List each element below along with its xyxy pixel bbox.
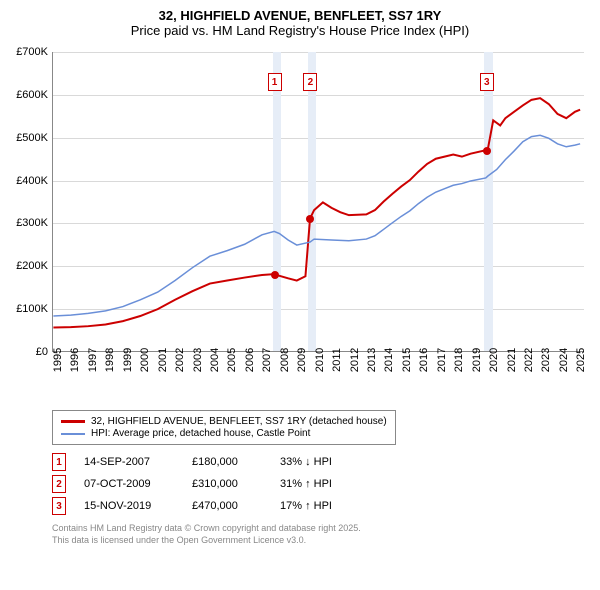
xtick-label: 2017 [436, 348, 448, 372]
sale-delta: 17% ↑ HPI [280, 500, 370, 512]
xtick-label: 2002 [174, 348, 186, 372]
ytick-label: £500K [8, 132, 48, 144]
ytick-label: £0 [8, 346, 48, 358]
sale-price: £470,000 [192, 500, 262, 512]
xtick-label: 2024 [558, 348, 570, 372]
xtick-label: 2025 [575, 348, 587, 372]
footer-line: Contains HM Land Registry data © Crown c… [52, 523, 592, 535]
chart-area: £0 £100K £200K £300K £400K £500K £600K £700K 1 2… [8, 46, 592, 406]
ytick-label: £200K [8, 260, 48, 272]
ytick-label: £100K [8, 303, 48, 315]
xtick-label: 2018 [453, 348, 465, 372]
line-series-svg [53, 52, 584, 351]
ytick-label: £300K [8, 217, 48, 229]
xtick-label: 2010 [314, 348, 326, 372]
footer-line: This data is licensed under the Open Gov… [52, 535, 592, 547]
sale-price: £180,000 [192, 456, 262, 468]
xtick-label: 2004 [209, 348, 221, 372]
sale-delta: 31% ↑ HPI [280, 478, 370, 490]
sale-date: 14-SEP-2007 [84, 456, 174, 468]
legend-label: HPI: Average price, detached house, Cast… [91, 428, 310, 439]
xtick-label: 2020 [488, 348, 500, 372]
plot-area: 1 2 3 [52, 52, 584, 352]
legend: 32, HIGHFIELD AVENUE, BENFLEET, SS7 1RY … [52, 410, 396, 445]
xtick-label: 1997 [87, 348, 99, 372]
sale-price: £310,000 [192, 478, 262, 490]
sales-row: 3 15-NOV-2019 £470,000 17% ↑ HPI [52, 497, 592, 515]
xtick-label: 1998 [104, 348, 116, 372]
xtick-label: 2005 [226, 348, 238, 372]
title-address: 32, HIGHFIELD AVENUE, BENFLEET, SS7 1RY [8, 8, 592, 23]
xtick-label: 2015 [401, 348, 413, 372]
xtick-label: 2022 [523, 348, 535, 372]
sale-marker: 1 [268, 73, 282, 91]
xtick-label: 2014 [383, 348, 395, 372]
xtick-label: 1996 [69, 348, 81, 372]
sales-table: 1 14-SEP-2007 £180,000 33% ↓ HPI 2 07-OCT-200… [52, 453, 592, 515]
sales-row: 1 14-SEP-2007 £180,000 33% ↓ HPI [52, 453, 592, 471]
sale-date: 15-NOV-2019 [84, 500, 174, 512]
ytick-label: £700K [8, 46, 48, 58]
chart-container: 32, HIGHFIELD AVENUE, BENFLEET, SS7 1RY … [0, 0, 600, 554]
ytick-label: £600K [8, 89, 48, 101]
xtick-label: 2008 [279, 348, 291, 372]
sale-marker: 2 [303, 73, 317, 91]
xtick-label: 2012 [349, 348, 361, 372]
sale-marker: 3 [480, 73, 494, 91]
sale-point-dot [306, 215, 314, 223]
title-subtitle: Price paid vs. HM Land Registry's House … [8, 23, 592, 38]
series-price_paid [53, 98, 580, 327]
xtick-label: 2011 [331, 348, 343, 372]
sale-marker-small: 2 [52, 475, 66, 493]
sale-point-dot [483, 147, 491, 155]
footer-attribution: Contains HM Land Registry data © Crown c… [52, 523, 592, 546]
xtick-label: 2001 [157, 348, 169, 372]
sale-marker-small: 1 [52, 453, 66, 471]
xtick-label: 2000 [139, 348, 151, 372]
legend-item: 32, HIGHFIELD AVENUE, BENFLEET, SS7 1RY … [61, 416, 387, 427]
sale-date: 07-OCT-2009 [84, 478, 174, 490]
xtick-label: 2006 [244, 348, 256, 372]
sale-point-dot [271, 271, 279, 279]
xtick-label: 2003 [192, 348, 204, 372]
series-hpi [53, 135, 580, 316]
xtick-label: 2007 [261, 348, 273, 372]
xtick-label: 1999 [122, 348, 134, 372]
xtick-label: 2023 [540, 348, 552, 372]
xtick-label: 2016 [418, 348, 430, 372]
sale-marker-small: 3 [52, 497, 66, 515]
ytick-label: £400K [8, 175, 48, 187]
legend-swatch [61, 420, 85, 423]
xtick-label: 2019 [471, 348, 483, 372]
legend-item: HPI: Average price, detached house, Cast… [61, 428, 387, 439]
sale-delta: 33% ↓ HPI [280, 456, 370, 468]
xtick-label: 2013 [366, 348, 378, 372]
legend-swatch [61, 433, 85, 435]
xtick-label: 2009 [296, 348, 308, 372]
xtick-label: 2021 [506, 348, 518, 372]
title-block: 32, HIGHFIELD AVENUE, BENFLEET, SS7 1RY … [8, 8, 592, 38]
xtick-label: 1995 [52, 348, 64, 372]
sales-row: 2 07-OCT-2009 £310,000 31% ↑ HPI [52, 475, 592, 493]
legend-label: 32, HIGHFIELD AVENUE, BENFLEET, SS7 1RY … [91, 416, 387, 427]
